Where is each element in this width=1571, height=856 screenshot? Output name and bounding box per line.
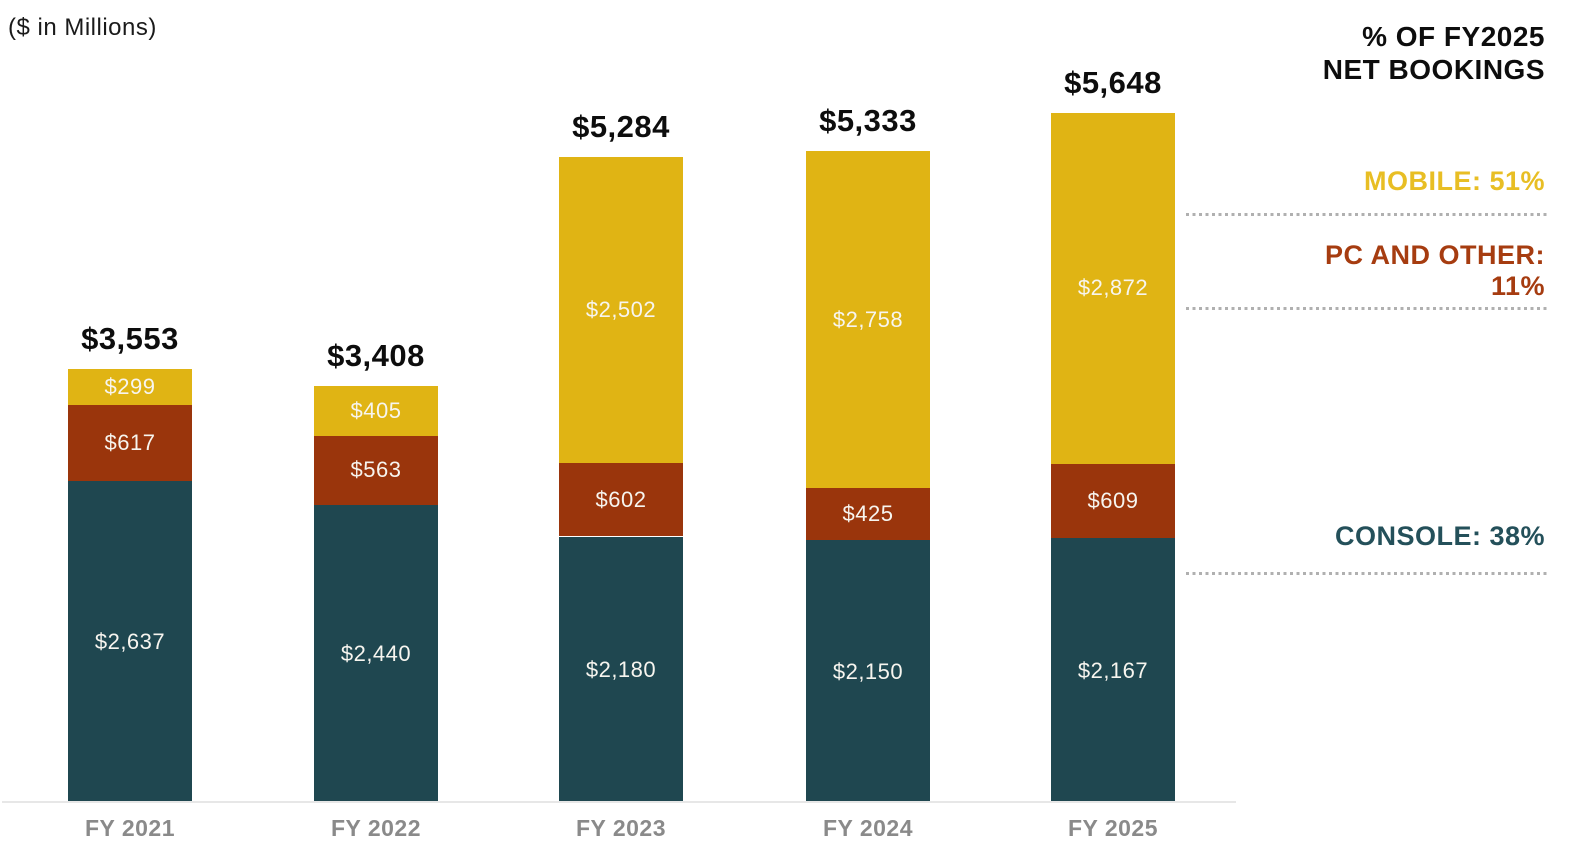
bar-segment-console-fy-2022: $2,440 <box>314 504 438 803</box>
legend-item-pc-and-other: PC AND OTHER: 11% <box>1325 240 1545 301</box>
segment-value-label: $2,150 <box>832 658 904 684</box>
bar-total-label-fy-2022: $3,408 <box>327 338 425 374</box>
x-axis-label-fy-2021: FY 2021 <box>84 815 176 841</box>
segment-value-label: $2,872 <box>1077 275 1149 301</box>
bar-segment-pc-and-other-fy-2023: $602 <box>559 462 683 537</box>
x-axis-label-fy-2025: FY 2025 <box>1067 815 1159 841</box>
bar-segment-console-fy-2023: $2,180 <box>559 536 683 803</box>
bar-segment-console-fy-2025: $2,167 <box>1051 538 1175 803</box>
units-note: ($ in Millions) <box>8 14 157 41</box>
segment-value-label: $617 <box>104 429 156 455</box>
bar-total-label-fy-2023: $5,284 <box>572 109 670 144</box>
bar-segment-mobile-fy-2021: $299 <box>68 368 192 406</box>
bar-total-label-fy-2025: $5,648 <box>1064 64 1162 100</box>
segment-value-label: $602 <box>595 486 647 512</box>
legend-title-line1: % OF FY2025 <box>1362 21 1545 52</box>
segment-value-label: $425 <box>842 501 894 527</box>
legend-separator <box>1186 213 1550 216</box>
segment-value-label: $609 <box>1087 487 1139 513</box>
segment-value-label: $2,758 <box>832 306 904 332</box>
segment-value-label: $2,180 <box>585 656 657 682</box>
bar-segment-pc-and-other-fy-2024: $425 <box>806 488 930 541</box>
legend-separator <box>1186 307 1550 310</box>
x-axis-label-fy-2023: FY 2023 <box>575 815 667 841</box>
bar-segment-mobile-fy-2023: $2,502 <box>559 157 683 463</box>
segment-value-label: $2,502 <box>585 296 657 322</box>
legend-title: % OF FY2025 NET BOOKINGS <box>1323 20 1545 86</box>
bar-segment-console-fy-2021: $2,637 <box>68 480 192 803</box>
segment-value-label: $405 <box>350 398 402 424</box>
bar-segment-mobile-fy-2024: $2,758 <box>806 151 930 489</box>
x-axis-label-fy-2024: FY 2024 <box>822 815 914 841</box>
x-axis-label-fy-2022: FY 2022 <box>330 815 422 841</box>
bar-segment-pc-and-other-fy-2021: $617 <box>68 405 192 481</box>
segment-value-label: $2,440 <box>340 640 412 666</box>
bar-segment-mobile-fy-2025: $2,872 <box>1051 112 1175 464</box>
x-axis-line <box>2 801 1236 803</box>
bar-segment-pc-and-other-fy-2022: $563 <box>314 435 438 505</box>
legend-item-mobile: MOBILE: 51% <box>1363 166 1545 196</box>
segment-value-label: $2,637 <box>94 628 166 654</box>
legend-separator <box>1186 572 1550 575</box>
bar-segment-mobile-fy-2022: $405 <box>314 386 438 436</box>
segment-value-label: $299 <box>104 373 156 399</box>
segment-value-label: $563 <box>350 457 402 483</box>
segment-value-label: $2,167 <box>1077 657 1149 683</box>
legend-title-line2: NET BOOKINGS <box>1322 54 1545 85</box>
bar-segment-pc-and-other-fy-2025: $609 <box>1051 463 1175 539</box>
bar-total-label-fy-2024: $5,333 <box>819 103 917 138</box>
bar-total-label-fy-2021: $3,553 <box>81 320 179 356</box>
bar-segment-console-fy-2024: $2,150 <box>806 540 930 803</box>
legend-item-console: CONSOLE: 38% <box>1334 521 1545 551</box>
